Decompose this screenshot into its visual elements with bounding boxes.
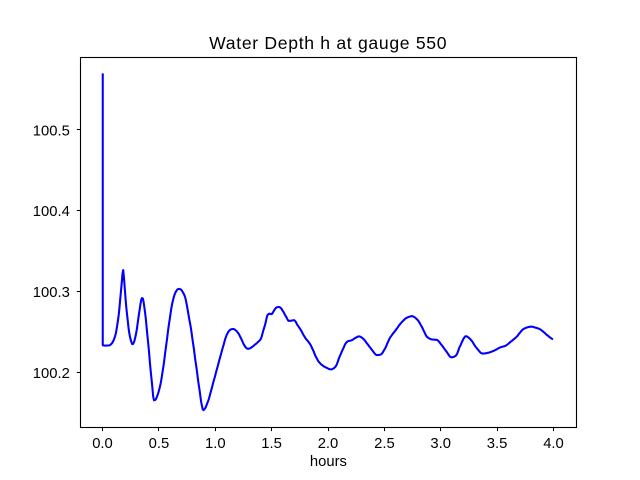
svg-text:100.2: 100.2 bbox=[33, 366, 70, 382]
svg-text:0.5: 0.5 bbox=[149, 436, 170, 452]
svg-text:3.0: 3.0 bbox=[430, 436, 451, 452]
svg-text:1.0: 1.0 bbox=[205, 436, 226, 452]
svg-text:4.0: 4.0 bbox=[543, 436, 564, 452]
svg-text:1.5: 1.5 bbox=[261, 436, 282, 452]
svg-text:hours: hours bbox=[310, 454, 347, 470]
svg-text:2.5: 2.5 bbox=[374, 436, 395, 452]
svg-text:100.3: 100.3 bbox=[33, 285, 70, 301]
svg-text:3.5: 3.5 bbox=[487, 436, 508, 452]
svg-text:100.4: 100.4 bbox=[33, 204, 70, 220]
svg-text:100.5: 100.5 bbox=[33, 123, 70, 139]
svg-text:Water Depth h at gauge 550: Water Depth h at gauge 550 bbox=[209, 33, 447, 53]
svg-text:0.0: 0.0 bbox=[92, 436, 113, 452]
svg-text:2.0: 2.0 bbox=[318, 436, 339, 452]
